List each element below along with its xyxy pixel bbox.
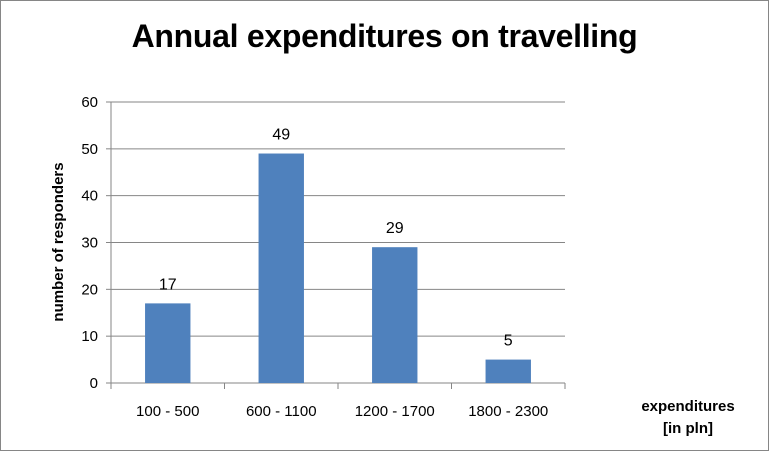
- x-tick-label: 1800 - 2300: [468, 403, 548, 420]
- y-tick-label: 50: [81, 141, 98, 158]
- x-tick-labels: 100 - 500 600 - 1100 1200 - 1700 1800 - 230…: [136, 403, 548, 420]
- x-tick-label: 100 - 500: [136, 403, 199, 420]
- data-label: 49: [272, 127, 290, 144]
- y-tick-label: 40: [81, 188, 98, 205]
- bars: [145, 153, 531, 383]
- y-tick-labels: 0 10 20 30 40 50 60: [81, 94, 98, 392]
- x-tick-label: 1200 - 1700: [355, 403, 435, 420]
- x-axis-label: expenditures [in pln]: [618, 396, 758, 440]
- data-label: 17: [159, 276, 177, 293]
- x-tick-label: 600 - 1100: [246, 403, 317, 420]
- data-label: 5: [504, 333, 513, 350]
- bar: [372, 247, 418, 383]
- y-tick-label: 30: [81, 235, 98, 252]
- x-axis-label-line-1: expenditures: [641, 398, 735, 415]
- y-axis-label: number of responders: [50, 162, 67, 321]
- y-tick-label: 0: [90, 375, 98, 392]
- bar: [485, 359, 531, 383]
- data-label: 29: [386, 220, 404, 237]
- bar: [145, 303, 191, 383]
- y-tick-label: 60: [81, 94, 98, 111]
- chart-title: Annual expenditures on travelling: [131, 18, 638, 54]
- y-tick-label: 10: [81, 328, 98, 345]
- gridlines: [111, 101, 565, 337]
- bar: [258, 153, 304, 383]
- data-labels: 17 49 29 5: [159, 127, 513, 350]
- x-axis-label-line-2: [in pln]: [663, 420, 713, 437]
- y-tick-label: 20: [81, 281, 98, 298]
